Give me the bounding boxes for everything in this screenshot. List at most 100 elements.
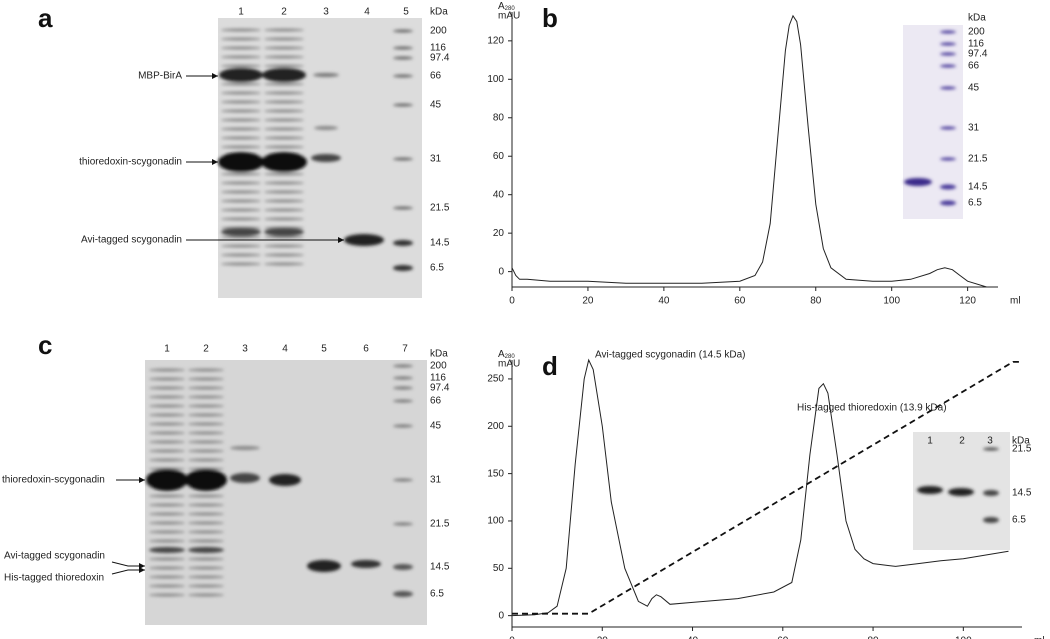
panel-label: b: [542, 3, 558, 33]
gel-c: [145, 360, 427, 625]
y-tick-label: 120: [487, 35, 504, 46]
band: [221, 64, 261, 68]
marker-label: 21.5: [1012, 444, 1032, 455]
band: [149, 377, 185, 381]
panel-label: a: [38, 3, 53, 33]
band: [221, 262, 261, 266]
band: [393, 386, 413, 390]
band: [221, 253, 261, 257]
lane-label: 4: [282, 344, 288, 355]
band: [940, 30, 956, 34]
marker-label: 66: [430, 396, 442, 407]
band: [393, 240, 413, 246]
band: [188, 449, 224, 453]
band: [264, 208, 304, 212]
lane-label: 3: [323, 7, 329, 18]
marker-label: 200: [430, 26, 447, 37]
band: [149, 530, 185, 534]
annotation: MBP-BirA: [138, 71, 182, 82]
band: [149, 584, 185, 588]
band: [188, 404, 224, 408]
marker-label: 97.4: [430, 383, 450, 394]
band: [188, 521, 224, 525]
band: [188, 395, 224, 399]
x-tick-label: 80: [867, 636, 879, 639]
band: [188, 458, 224, 462]
band: [188, 539, 224, 543]
y-tick-label: 0: [498, 266, 504, 277]
band: [264, 181, 304, 185]
band: [221, 145, 261, 149]
x-tick-label: 0: [509, 636, 515, 639]
annotation: Avi-tagged scygonadin: [4, 551, 105, 562]
annotation: Avi-tagged scygonadin: [81, 235, 182, 246]
band: [940, 200, 956, 206]
y-label-sub: 280: [505, 354, 516, 360]
band: [948, 488, 974, 496]
y-unit: mAU: [498, 359, 520, 370]
marker-label: 31: [430, 154, 442, 165]
band: [221, 228, 261, 236]
arrow: [111, 567, 145, 575]
band: [264, 127, 304, 131]
y-label: A280: [498, 1, 515, 12]
band: [188, 440, 224, 444]
band: [264, 91, 304, 95]
trace: [511, 358, 1009, 617]
y-label-sub: 280: [505, 6, 516, 12]
band: [188, 557, 224, 561]
lane-label: 1: [927, 436, 933, 447]
band: [264, 55, 304, 59]
band: [149, 431, 185, 435]
band: [188, 503, 224, 507]
band: [221, 28, 261, 32]
band: [940, 126, 956, 130]
unit-label: kDa: [430, 7, 448, 18]
band: [221, 109, 261, 113]
band: [221, 190, 261, 194]
band: [393, 46, 413, 50]
x-tick-label: 40: [658, 296, 670, 307]
marker-label: 14.5: [430, 562, 450, 573]
unit-label: kDa: [968, 13, 986, 24]
band: [904, 178, 932, 186]
marker-label: 200: [430, 361, 447, 372]
band: [940, 86, 956, 90]
band: [264, 118, 304, 122]
annotation: thioredoxin-scygonadin: [79, 157, 182, 168]
band: [221, 127, 261, 131]
marker-label: 45: [968, 83, 980, 94]
lane-label: 1: [238, 7, 244, 18]
marker-label: 6.5: [430, 263, 444, 274]
band: [264, 253, 304, 257]
y-tick-label: 0: [498, 610, 504, 621]
band: [149, 422, 185, 426]
band: [188, 494, 224, 498]
y-label-main: A: [498, 1, 505, 12]
x-label: ml: [1010, 296, 1021, 307]
marker-label: 45: [430, 100, 442, 111]
band: [149, 575, 185, 579]
band: [393, 56, 413, 60]
band: [393, 206, 413, 210]
band: [188, 386, 224, 390]
band: [221, 217, 261, 221]
band: [393, 29, 413, 33]
x-tick-label: 80: [810, 296, 822, 307]
band: [221, 46, 261, 50]
band: [221, 37, 261, 41]
band: [149, 539, 185, 543]
band: [264, 262, 304, 266]
band: [983, 490, 999, 496]
band: [940, 184, 956, 190]
band: [264, 199, 304, 203]
band: [218, 152, 264, 172]
band: [188, 584, 224, 588]
band: [940, 52, 956, 56]
x-label: ml: [1034, 636, 1045, 639]
panel-label: c: [38, 330, 52, 360]
band: [261, 152, 307, 172]
band: [185, 469, 227, 491]
band: [393, 591, 413, 597]
band: [393, 265, 413, 271]
